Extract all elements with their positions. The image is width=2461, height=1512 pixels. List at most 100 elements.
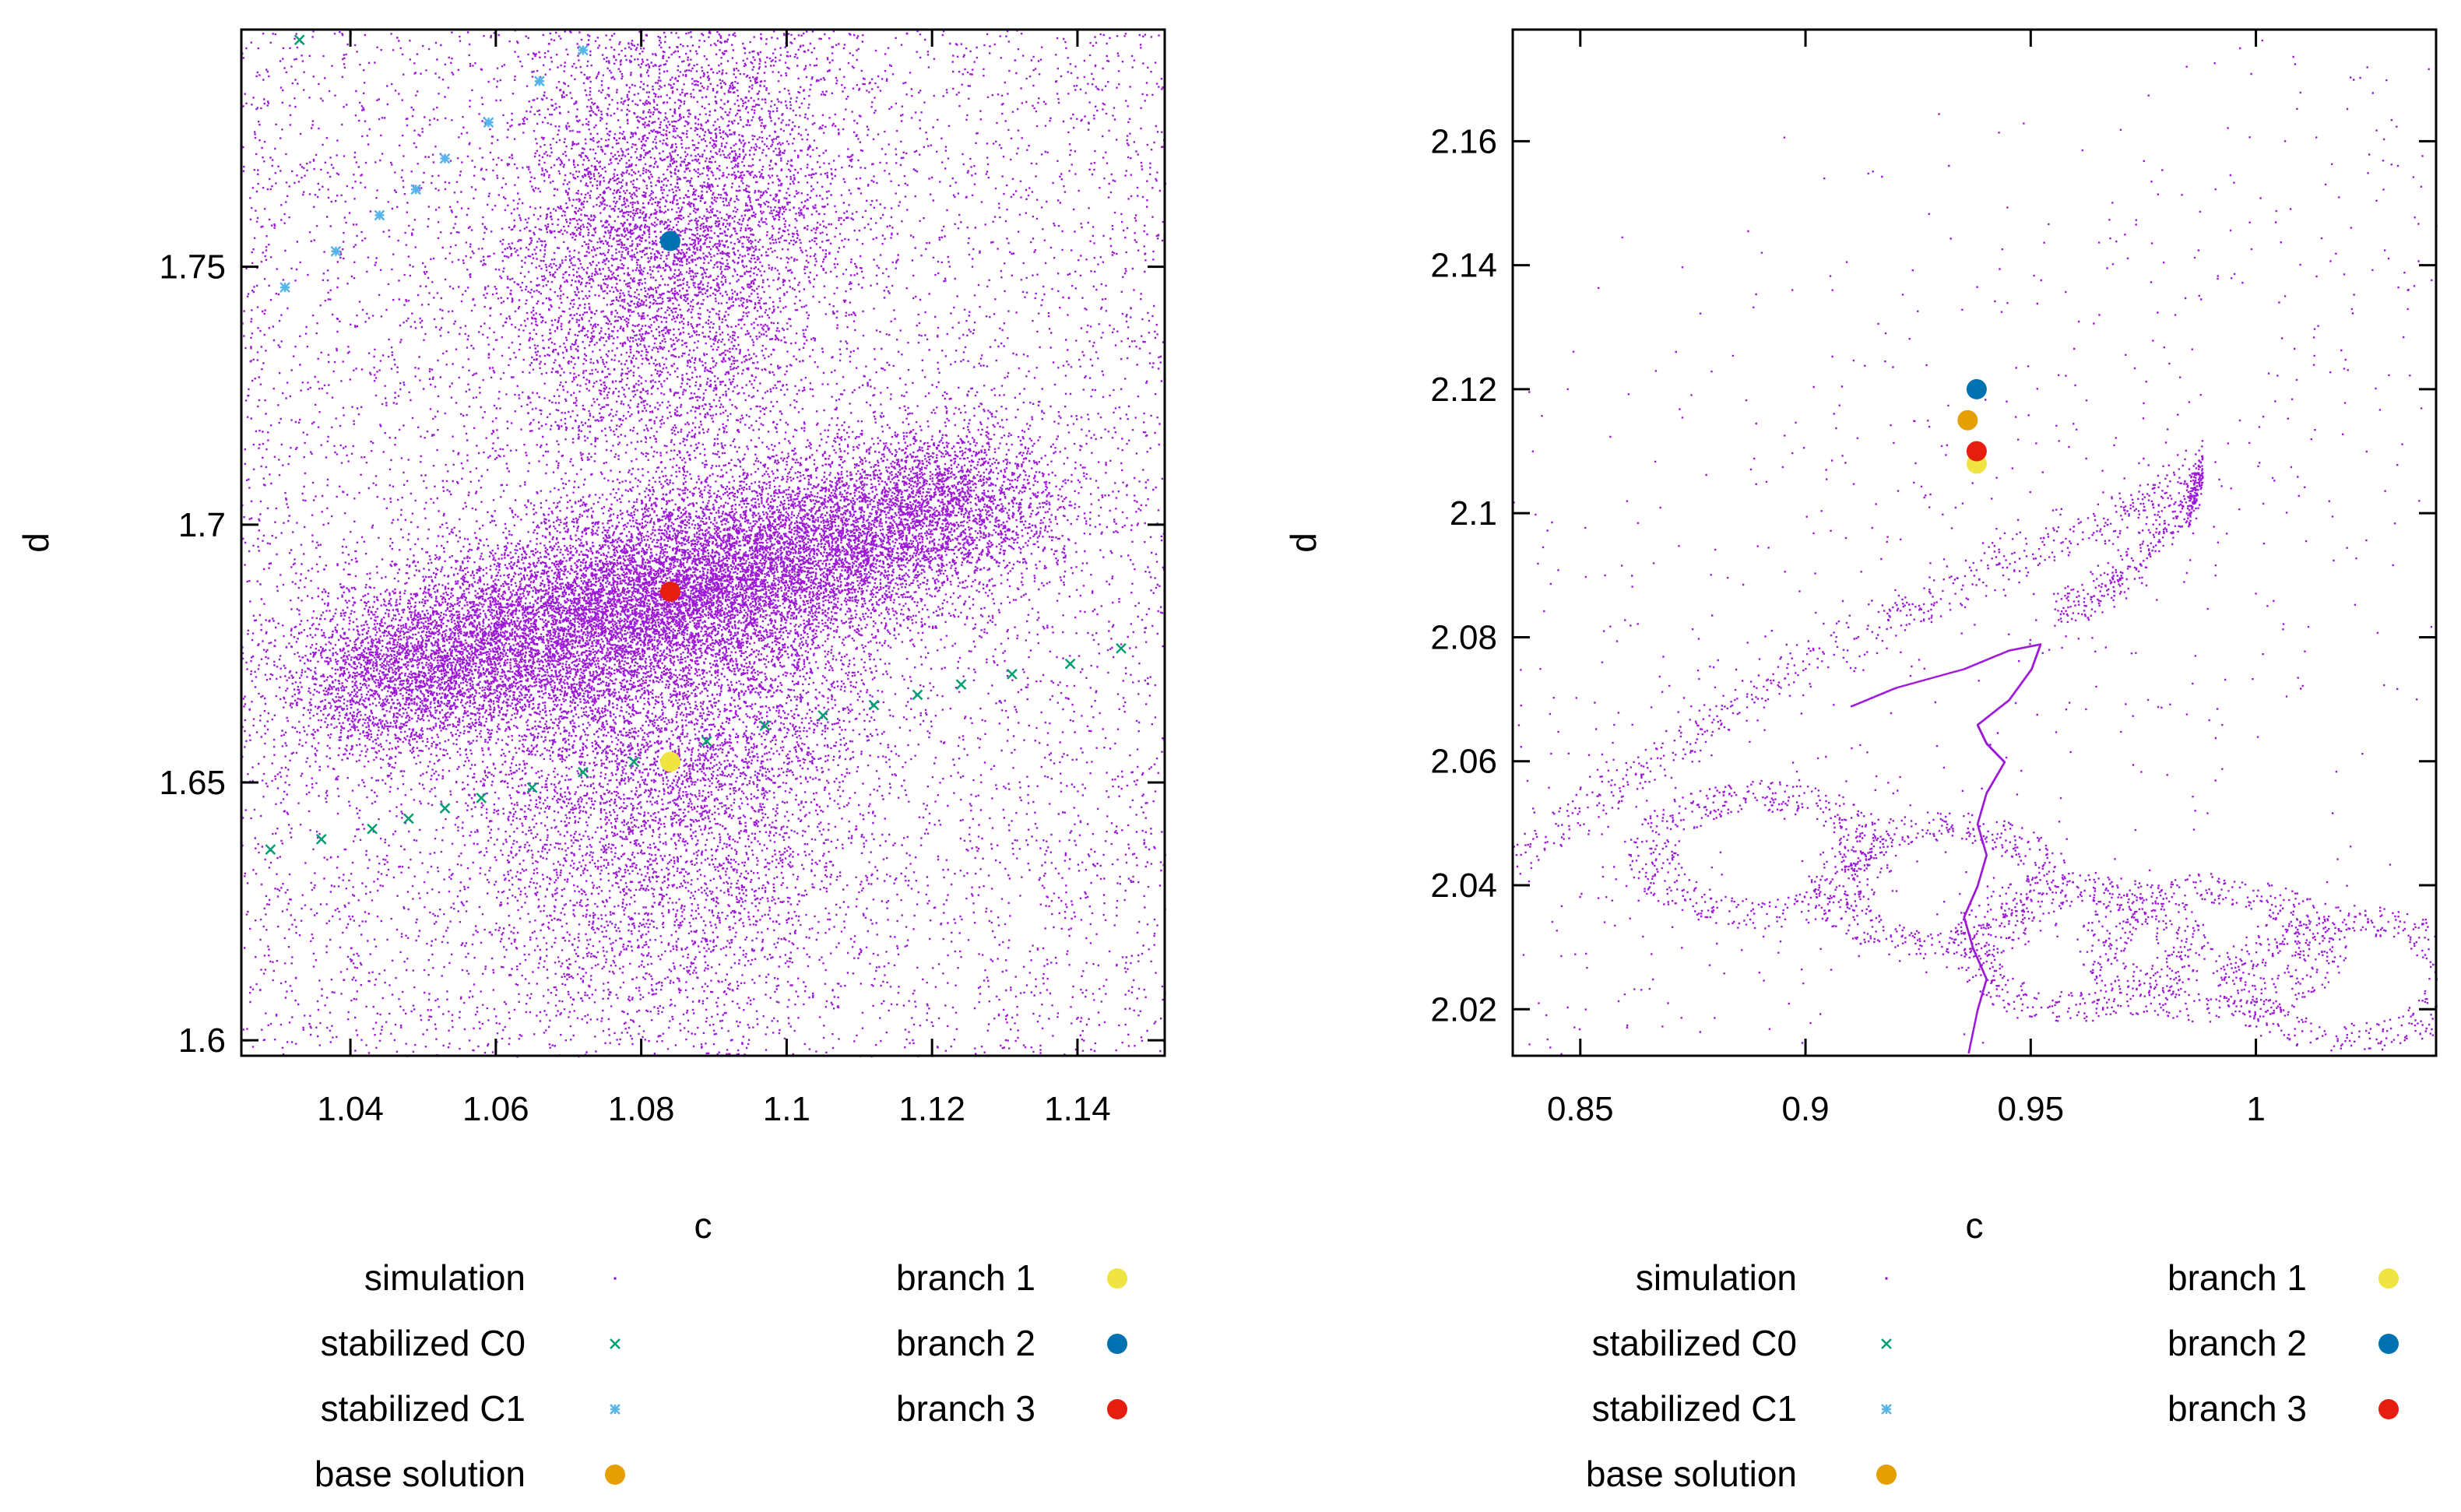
y-tick-label: 2.14 <box>1430 247 1497 285</box>
y-tick-label: 2.1 <box>1450 494 1497 533</box>
y-tick-label: 1.6 <box>178 1021 226 1060</box>
y-tick-label: 2.16 <box>1430 122 1497 160</box>
legend-marker-branch-2 <box>1107 1334 1127 1354</box>
legend-marker-branch-3 <box>1107 1399 1127 1419</box>
legend-label-branch-2: branch 2 <box>896 1323 1035 1363</box>
legend-marker-stabilized-c1 <box>610 1404 621 1415</box>
x-tick-label: 0.85 <box>1547 1090 1614 1128</box>
legend-label-branch-2: branch 2 <box>2167 1323 2307 1363</box>
y-tick-label: 2.02 <box>1430 990 1497 1029</box>
y-tick-label: 1.65 <box>159 764 226 802</box>
x-tick-label: 1.08 <box>608 1090 675 1128</box>
legend-label-branch-1: branch 1 <box>2167 1257 2307 1298</box>
x-tick-label: 0.95 <box>1997 1090 2064 1128</box>
x-tick-label: 0.9 <box>1781 1090 1829 1128</box>
x-tick-label: 1.12 <box>898 1090 965 1128</box>
y-tick-label: 1.75 <box>159 248 226 287</box>
legend-marker-stabilized-c0 <box>610 1338 621 1349</box>
legend-label-branch-1: branch 1 <box>896 1257 1035 1298</box>
left-axis-ticks: 1.04 1.06 1.08 1.1 1.12 1.14 1.6 1.65 1.7 1.75 <box>159 30 1165 1128</box>
branch-3-point-0 <box>659 581 680 602</box>
legend-marker-branch-1 <box>2378 1268 2399 1289</box>
legend-marker-base-solution <box>1876 1465 1897 1485</box>
legend-label-simulation: simulation <box>364 1257 526 1298</box>
legend-marker-stabilized-c1 <box>1881 1404 1892 1415</box>
stabilized-c0-point-17 <box>1116 642 1127 654</box>
stabilized-c0-point-0 <box>265 844 276 855</box>
stabilized-c1-point-3 <box>410 184 422 195</box>
right-y-axis-label: d <box>1283 533 1324 553</box>
stabilized-c0-point-13 <box>912 689 923 701</box>
stabilized-c0-point-3 <box>403 813 414 825</box>
x-tick-label: 1.06 <box>462 1090 529 1128</box>
legend-marker-stabilized-c0 <box>1881 1338 1892 1349</box>
legend-label-stabilized-c0: stabilized C0 <box>1592 1323 1797 1363</box>
left-simulation-cloud <box>241 30 1167 1058</box>
stabilized-c0-point-18 <box>294 34 305 46</box>
stabilized-c0-point-6 <box>526 782 538 793</box>
right-x-axis-label: c <box>1966 1205 1984 1246</box>
legend-label-stabilized-c1: stabilized C1 <box>1592 1388 1797 1429</box>
legend-marker-base-solution <box>605 1465 625 1485</box>
left-chart: 1.04 1.06 1.08 1.1 1.12 1.141.61.651.71.75 d … <box>16 28 1167 1494</box>
y-tick-label: 2.08 <box>1430 618 1497 656</box>
left-plot-frame <box>240 28 1166 1057</box>
stabilized-c0-point-10 <box>759 720 771 732</box>
right-chart: 0.85 0.9 0.95 1 2.02 2.04 2.06 2.08 2.1 2.12 2.14 2… <box>1283 28 2438 1494</box>
x-tick-label: 1.04 <box>317 1090 384 1128</box>
stabilized-c0-point-11 <box>817 709 828 721</box>
x-tick-label: 1 <box>2246 1090 2265 1128</box>
branch-3-point-0 <box>1966 441 1987 462</box>
stabilized-c0-point-2 <box>367 823 378 835</box>
legend-label-simulation: simulation <box>1636 1257 1797 1298</box>
legend-label-branch-3: branch 3 <box>2167 1388 2307 1429</box>
x-tick-label: 1.1 <box>763 1090 810 1128</box>
branch-1-point-0 <box>659 751 680 772</box>
x-tick-label: 1.14 <box>1044 1090 1111 1128</box>
base-solution-point-0 <box>1957 410 1978 431</box>
left-legend: simulation stabilized C0 stabilized C1 base… <box>315 1257 1127 1494</box>
legend-label-stabilized-c0: stabilized C0 <box>321 1323 526 1363</box>
stabilized-c1-point-1 <box>330 245 342 257</box>
legend-marker-simulation <box>613 1277 617 1280</box>
legend-label-stabilized-c1: stabilized C1 <box>321 1388 526 1429</box>
legend-label-base-solution: base solution <box>315 1454 526 1494</box>
y-tick-label: 1.7 <box>178 506 226 544</box>
legend-marker-branch-2 <box>2378 1334 2399 1354</box>
right-legend: simulation stabilized C0 stabilized C1 base… <box>1586 1257 2399 1494</box>
right-axis-ticks: 0.85 0.9 0.95 1 2.02 2.04 2.06 2.08 2.1 2.12 2.14 2… <box>1430 30 2436 1128</box>
stabilized-c1-point-6 <box>533 76 545 87</box>
stabilized-c1-point-5 <box>483 117 494 128</box>
stabilized-c0-point-7 <box>578 766 589 778</box>
stabilized-c0-point-16 <box>1064 658 1076 670</box>
stabilized-c0-point-14 <box>955 679 967 691</box>
legend-marker-branch-1 <box>1107 1268 1127 1289</box>
stabilized-c1-point-2 <box>374 209 385 221</box>
right-series-marks <box>1957 378 1987 474</box>
left-y-axis-label: d <box>16 533 56 553</box>
branch-2-point-0 <box>1966 378 1987 399</box>
y-tick-label: 2.04 <box>1430 867 1497 905</box>
legend-marker-branch-3 <box>2378 1399 2399 1419</box>
right-plot-frame <box>1511 28 2438 1057</box>
left-series-marks <box>265 34 1127 855</box>
stabilized-c1-point-4 <box>439 153 451 164</box>
stabilized-c1-point-0 <box>279 282 290 294</box>
stabilized-c0-point-8 <box>628 756 640 768</box>
stabilized-c0-point-9 <box>701 736 712 747</box>
branch-2-point-0 <box>659 230 680 251</box>
y-tick-label: 2.06 <box>1430 743 1497 781</box>
left-x-axis-label: c <box>694 1205 712 1246</box>
stabilized-c0-point-12 <box>868 699 880 711</box>
stabilized-c0-point-15 <box>1007 669 1018 680</box>
stabilized-c1-point-7 <box>578 44 589 56</box>
y-tick-label: 2.12 <box>1430 371 1497 409</box>
simulation-points <box>241 30 1167 1058</box>
legend-label-branch-3: branch 3 <box>896 1388 1035 1429</box>
legend-marker-simulation <box>1885 1277 1888 1280</box>
legend-label-base-solution: base solution <box>1586 1454 1797 1494</box>
stabilized-c0-point-4 <box>439 803 451 814</box>
stabilized-c0-point-1 <box>315 833 327 845</box>
